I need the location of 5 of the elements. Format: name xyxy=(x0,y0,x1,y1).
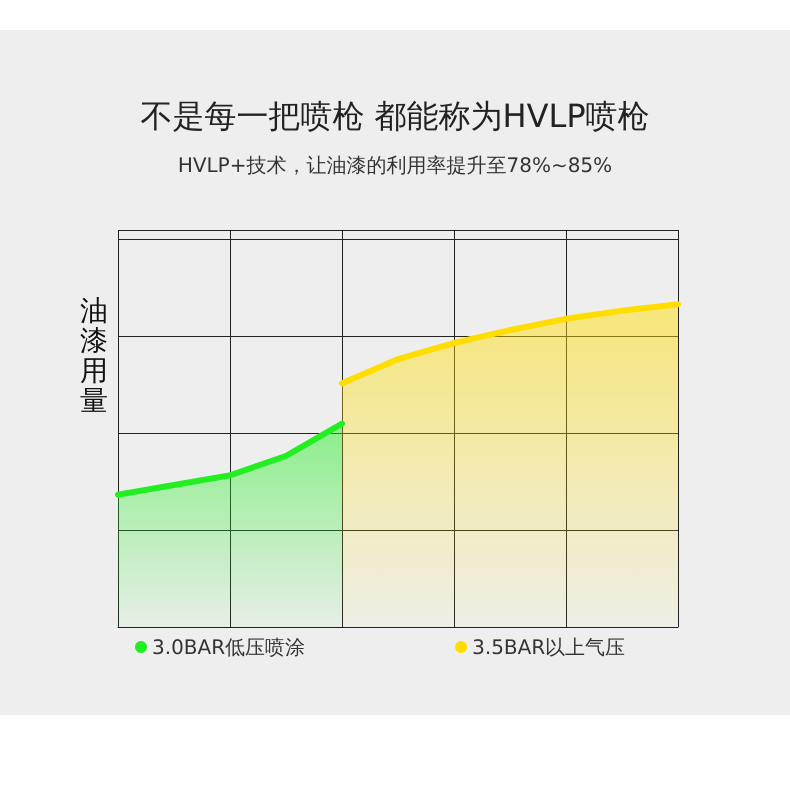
y-axis-title: 油漆用量 xyxy=(79,294,109,417)
legend-label: 3.5BAR以上气压 xyxy=(472,635,626,659)
chart-subtitle: HVLP+技术，让油漆的利用率提升至78%~85% xyxy=(176,152,614,179)
chart-title: 不是每一把喷枪 都能称为HVLP喷枪 xyxy=(139,96,651,137)
legend-label: 3.0BAR低压喷涂 xyxy=(152,635,306,659)
